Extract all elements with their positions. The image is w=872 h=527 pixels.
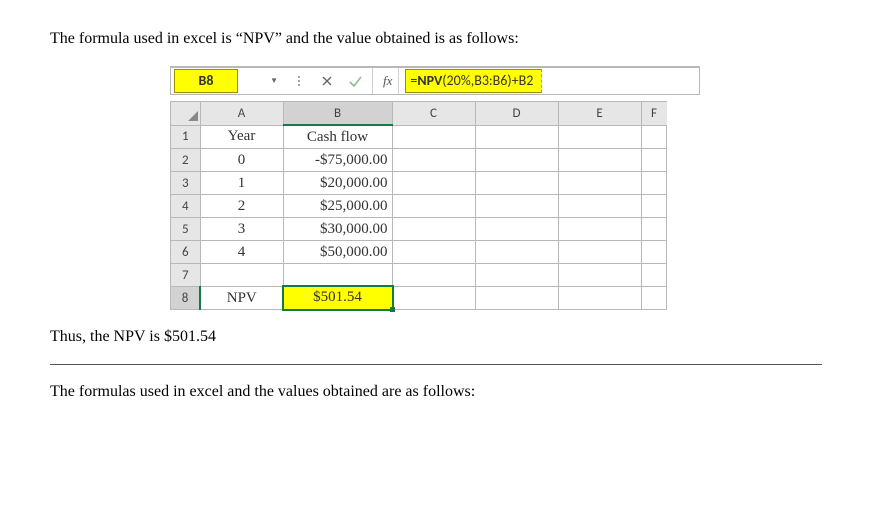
cell-b8[interactable]: $501.54: [283, 287, 392, 310]
enter-icon[interactable]: [348, 74, 362, 88]
col-header-e[interactable]: E: [558, 102, 641, 126]
cell-a5[interactable]: 3: [200, 218, 283, 241]
excel-screenshot: B8 ▼ fx =NPV(20%,B3:B6)+B2 A: [170, 66, 700, 310]
divider: [50, 364, 822, 365]
cell-d8[interactable]: [475, 287, 558, 310]
cell-a2[interactable]: 0: [200, 149, 283, 172]
formula-bar: B8 ▼ fx =NPV(20%,B3:B6)+B2: [170, 66, 700, 95]
cell-f2[interactable]: [641, 149, 667, 172]
col-header-d[interactable]: D: [475, 102, 558, 126]
cell-f6[interactable]: [641, 241, 667, 264]
cell-b1[interactable]: Cash flow: [283, 125, 392, 149]
cell-e2[interactable]: [558, 149, 641, 172]
cell-b3[interactable]: $20,000.00: [283, 172, 392, 195]
cell-a1[interactable]: Year: [200, 125, 283, 149]
customize-icon[interactable]: [292, 74, 306, 88]
col-header-a[interactable]: A: [200, 102, 283, 126]
cell-d7[interactable]: [475, 264, 558, 287]
cell-e7[interactable]: [558, 264, 641, 287]
cell-d4[interactable]: [475, 195, 558, 218]
cell-f1[interactable]: [641, 125, 667, 149]
cell-a8[interactable]: NPV: [200, 287, 283, 310]
col-header-b[interactable]: B: [283, 102, 392, 126]
cell-e6[interactable]: [558, 241, 641, 264]
cell-b4[interactable]: $25,000.00: [283, 195, 392, 218]
cell-f5[interactable]: [641, 218, 667, 241]
name-box-dropdown[interactable]: ▼: [238, 76, 282, 86]
spreadsheet-grid: A B C D E F 1 Year Cash flow 2 0 -$75,00…: [170, 101, 667, 310]
cell-e1[interactable]: [558, 125, 641, 149]
cell-f7[interactable]: [641, 264, 667, 287]
formula-input[interactable]: =NPV(20%,B3:B6)+B2: [405, 69, 542, 93]
cell-d6[interactable]: [475, 241, 558, 264]
cell-a3[interactable]: 1: [200, 172, 283, 195]
cell-b7[interactable]: [283, 264, 392, 287]
cell-d5[interactable]: [475, 218, 558, 241]
cell-c8[interactable]: [392, 287, 475, 310]
row-header[interactable]: 8: [171, 287, 201, 310]
cell-b6[interactable]: $50,000.00: [283, 241, 392, 264]
cell-d2[interactable]: [475, 149, 558, 172]
cell-a4[interactable]: 2: [200, 195, 283, 218]
cell-e8[interactable]: [558, 287, 641, 310]
row-header[interactable]: 3: [171, 172, 201, 195]
cell-f4[interactable]: [641, 195, 667, 218]
formula-args: (20%,B3:B6)+B2: [442, 72, 533, 89]
cell-e3[interactable]: [558, 172, 641, 195]
row-header[interactable]: 5: [171, 218, 201, 241]
name-box[interactable]: B8: [174, 69, 238, 93]
cell-b5[interactable]: $30,000.00: [283, 218, 392, 241]
formula-fn: NPV: [417, 72, 442, 89]
cell-a6[interactable]: 4: [200, 241, 283, 264]
row-header[interactable]: 2: [171, 149, 201, 172]
cell-f3[interactable]: [641, 172, 667, 195]
cell-e5[interactable]: [558, 218, 641, 241]
cell-c1[interactable]: [392, 125, 475, 149]
conclusion-text: Thus, the NPV is $501.54: [50, 328, 822, 346]
cell-a7[interactable]: [200, 264, 283, 287]
outro-text: The formulas used in excel and the value…: [50, 383, 822, 401]
cell-f8[interactable]: [641, 287, 667, 310]
cell-b2[interactable]: -$75,000.00: [283, 149, 392, 172]
cell-c6[interactable]: [392, 241, 475, 264]
intro-text: The formula used in excel is “NPV” and t…: [50, 30, 822, 48]
cell-c7[interactable]: [392, 264, 475, 287]
fx-icon[interactable]: fx: [373, 68, 399, 94]
cancel-icon[interactable]: [320, 74, 334, 88]
cell-c4[interactable]: [392, 195, 475, 218]
row-header[interactable]: 7: [171, 264, 201, 287]
cell-c2[interactable]: [392, 149, 475, 172]
cell-e4[interactable]: [558, 195, 641, 218]
row-header[interactable]: 6: [171, 241, 201, 264]
cell-c3[interactable]: [392, 172, 475, 195]
cell-d1[interactable]: [475, 125, 558, 149]
cell-c5[interactable]: [392, 218, 475, 241]
col-header-f[interactable]: F: [641, 102, 667, 126]
row-header[interactable]: 1: [171, 125, 201, 149]
select-all-corner[interactable]: [171, 102, 201, 126]
cell-b8-value: $501.54: [284, 287, 392, 306]
row-header[interactable]: 4: [171, 195, 201, 218]
col-header-c[interactable]: C: [392, 102, 475, 126]
cell-d3[interactable]: [475, 172, 558, 195]
